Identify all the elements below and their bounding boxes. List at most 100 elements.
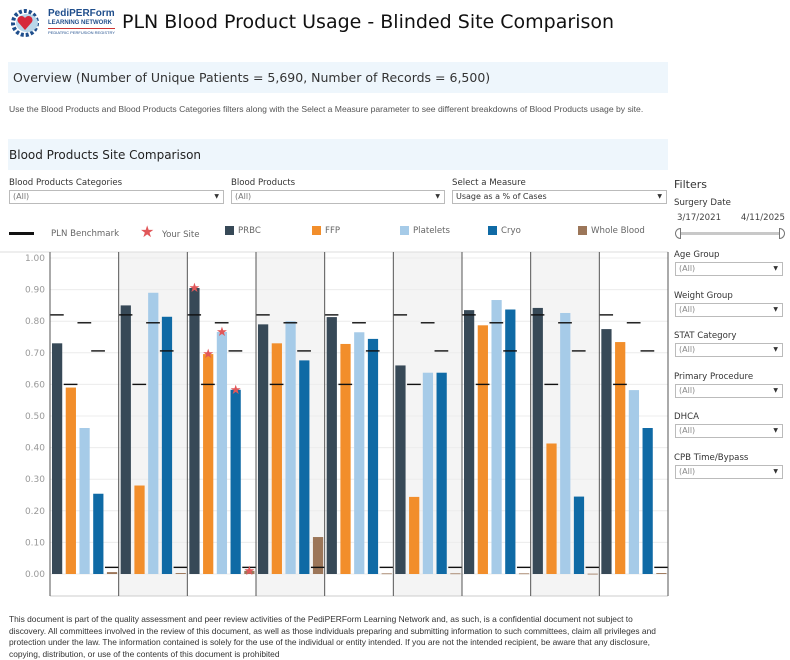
bar-cryo [161,316,173,574]
bar-cryo [230,389,241,574]
bar-ffp [340,343,351,574]
bar-platelets [422,372,434,574]
bar-platelets [285,321,296,574]
dropdown-value: Usage as a % of Cases [456,192,547,201]
filter-dropdown-primary-procedure[interactable]: (All) ▼ [675,383,783,398]
filter-label: STAT Category [674,331,737,342]
bar-prbc [395,365,406,574]
dropdown-value: (All) [13,192,30,201]
chevron-down-icon: ▼ [657,193,662,200]
filter-dropdown-dhca[interactable]: (All) ▼ [675,424,783,439]
legend-label: Platelets [413,226,451,236]
bar-prbc [601,329,612,574]
surgery-date-slider-track[interactable] [680,232,780,235]
slider-handle-end[interactable] [779,228,785,239]
your-site-star: ★ [189,281,201,296]
bar-cryo [93,493,104,574]
bar-cryo [436,372,447,574]
filter-label: Weight Group [674,290,733,301]
bar-prbc [532,307,543,574]
bar-ffp [134,485,145,574]
chevron-down-icon: ▼ [773,427,778,435]
bar-cryo [505,309,516,574]
bar-ffp [477,325,488,574]
filter-dropdown-cpb-time-bypass[interactable]: (All) ▼ [675,465,783,479]
legend-label: FFP [325,226,341,236]
bar-whole-blood [312,537,324,574]
bar-platelets [354,332,365,574]
legend-label: Whole Blood [591,226,645,236]
blood-products-categories-label: Blood Products Categories [9,178,123,188]
surgery-date-end: 4/11/2025 [740,213,785,223]
dropdown-value: (All) [679,264,696,273]
logo-line-1: PediPERForm [48,8,115,19]
your-site-star: ★ [244,564,256,579]
description: Use the Blood Products and Blood Product… [9,104,644,114]
bar-platelets [216,331,228,574]
star-icon: ★ [140,222,155,241]
bar-whole-blood [518,573,530,575]
dropdown-value: (All) [679,385,696,395]
chevron-down-icon: ▼ [214,193,219,200]
chevron-down-icon: ▼ [773,346,778,354]
page-title: PLN Blood Product Usage - Blinded Site C… [122,11,615,33]
pediperform-logo: PediPERForm LEARNING NETWORK PEDIATRIC P… [8,8,120,38]
bar-platelets [79,428,90,574]
bar-cryo [299,360,310,574]
select-measure-dropdown[interactable]: Usage as a % of Cases ▼ [452,190,667,204]
surgery-date-label: Surgery Date [674,198,731,208]
legend-swatch-whole-blood [578,226,587,235]
chevron-down-icon: ▼ [773,305,778,313]
overview-banner: Overview (Number of Unique Patients = 5,… [8,62,668,93]
filters-title: Filters [674,178,707,191]
dropdown-value: (All) [679,467,696,476]
your-site-star: ★ [216,325,228,340]
filter-label: DHCA [674,412,699,423]
bar-platelets [148,292,159,574]
your-site-star: ★ [202,347,214,362]
y-tick-label: 0.30 [25,475,45,485]
bar-prbc [52,343,63,574]
legend-label: Cryo [501,226,521,236]
filter-label: Age Group [674,250,720,260]
bar-ffp [546,443,557,574]
y-tick-label: 0.00 [25,570,45,580]
filter-dropdown-age-group[interactable]: (All) ▼ [675,262,783,276]
dropdown-value: (All) [235,192,252,201]
site-comparison-chart: 0.00 0.10 0.20 0.30 0.40 0.50 0.60 0.70 0.80 0.90… [0,251,669,597]
legend-benchmark: PLN Benchmark [51,229,120,239]
blood-products-dropdown[interactable]: (All) ▼ [231,190,445,204]
bar-prbc [464,310,475,574]
y-tick-label: 0.10 [25,538,45,548]
filter-label: CPB Time/Bypass [674,453,749,463]
bar-whole-blood [106,572,118,574]
surgery-date-start: 3/17/2021 [677,213,722,223]
bar-prbc [120,305,131,574]
bar-cryo [573,496,585,574]
dropdown-value: (All) [679,304,696,314]
bar-prbc [326,317,337,574]
bar-ffp [615,342,626,574]
y-tick-label: 0.90 [25,286,45,296]
y-tick-label: 0.20 [25,507,45,517]
your-site-star: ★ [230,383,242,398]
dropdown-value: (All) [679,345,696,355]
y-tick-label: 0.70 [25,349,45,359]
blood-products-categories-dropdown[interactable]: (All) ▼ [9,190,224,204]
legend-swatch-platelets [400,226,409,235]
bar-ffp [271,343,282,574]
bar-whole-blood [587,573,598,575]
logo-line-2: LEARNING NETWORK [48,20,112,26]
y-tick-label: 0.40 [25,444,45,454]
filter-dropdown-stat-category[interactable]: (All) ▼ [675,343,783,358]
logo-line-3: PEDIATRIC PERFUSION REGISTRY [48,28,115,35]
legend-label: PRBC [238,226,261,236]
bar-cryo [367,338,379,574]
confidentiality-notice: This document is part of the quality ass… [9,614,656,659]
legend-swatch-prbc [225,226,234,235]
bar-whole-blood [175,573,186,574]
filter-dropdown-weight-group[interactable]: (All) ▼ [675,302,783,317]
chevron-down-icon: ▼ [773,468,778,475]
slider-handle-start[interactable] [675,228,681,239]
chevron-down-icon: ▼ [435,193,440,200]
